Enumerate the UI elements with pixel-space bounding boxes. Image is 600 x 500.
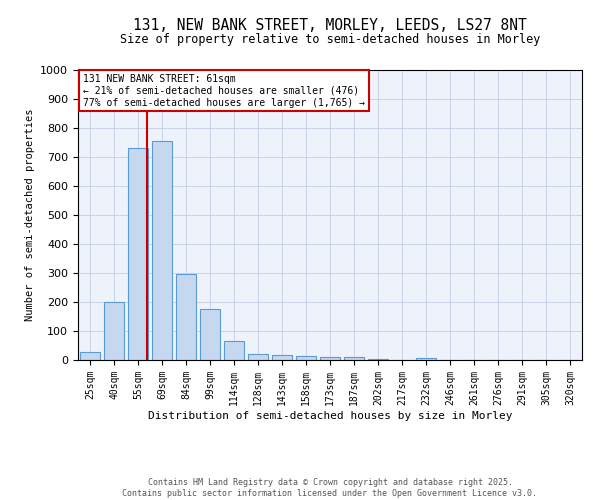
Text: 131 NEW BANK STREET: 61sqm
← 21% of semi-detached houses are smaller (476)
77% o: 131 NEW BANK STREET: 61sqm ← 21% of semi… — [83, 74, 365, 108]
Bar — [104, 302, 124, 360]
Text: 131, NEW BANK STREET, MORLEY, LEEDS, LS27 8NT: 131, NEW BANK STREET, MORLEY, LEEDS, LS2… — [133, 18, 527, 32]
Bar — [296, 356, 316, 360]
Bar — [200, 309, 220, 360]
Bar — [152, 141, 172, 360]
Bar — [320, 357, 340, 360]
Bar — [128, 148, 148, 360]
Bar — [416, 358, 436, 360]
Text: Contains HM Land Registry data © Crown copyright and database right 2025.
Contai: Contains HM Land Registry data © Crown c… — [122, 478, 538, 498]
Bar — [80, 352, 100, 360]
Bar — [272, 355, 292, 360]
X-axis label: Distribution of semi-detached houses by size in Morley: Distribution of semi-detached houses by … — [148, 410, 512, 420]
Y-axis label: Number of semi-detached properties: Number of semi-detached properties — [25, 109, 35, 322]
Bar — [224, 341, 244, 360]
Text: Size of property relative to semi-detached houses in Morley: Size of property relative to semi-detach… — [120, 32, 540, 46]
Bar — [368, 358, 388, 360]
Bar — [176, 274, 196, 360]
Bar — [248, 354, 268, 360]
Bar — [344, 356, 364, 360]
